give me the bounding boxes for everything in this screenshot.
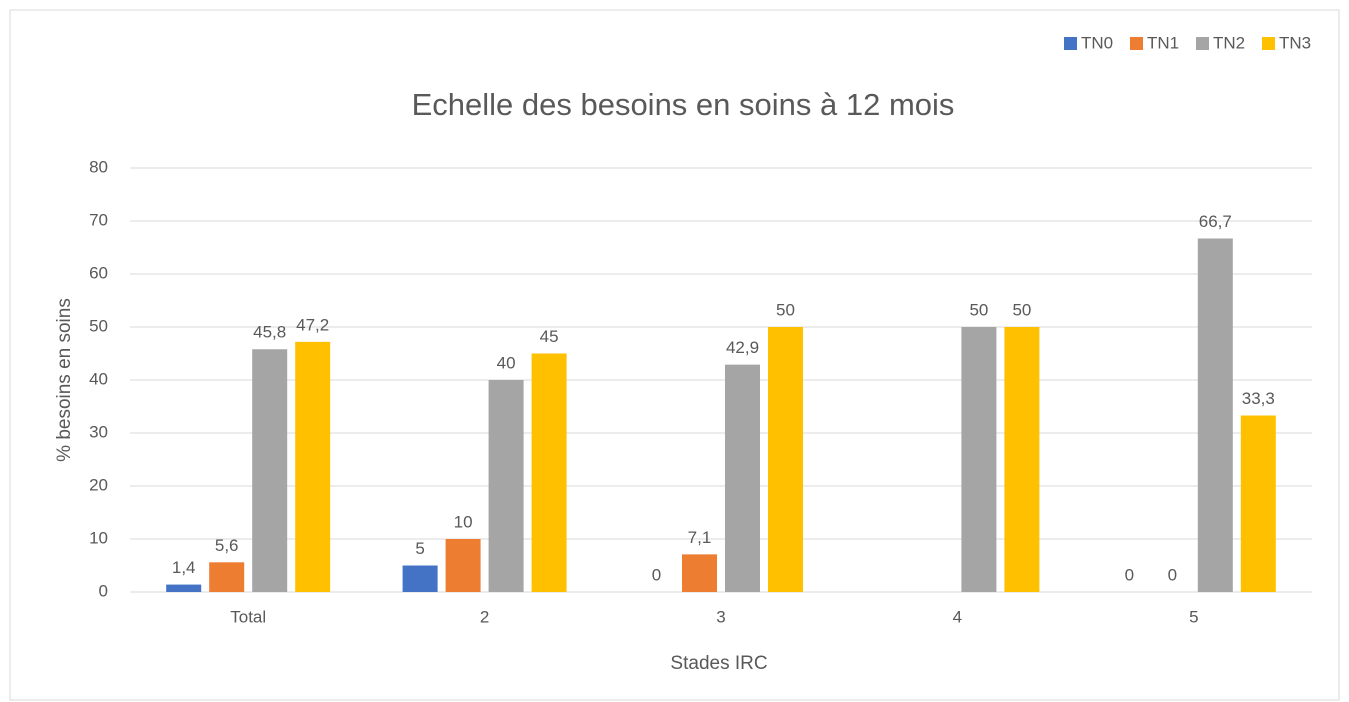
legend-label: TN1 — [1147, 33, 1179, 52]
data-label: 50 — [1012, 300, 1031, 319]
bar — [295, 341, 331, 592]
y-tick-label: 80 — [89, 157, 108, 176]
y-axis-label: % besoins en soins — [54, 298, 75, 462]
y-tick-label: 30 — [89, 422, 108, 441]
legend-swatch — [1262, 37, 1275, 50]
data-label: 47,2 — [296, 315, 329, 334]
legend-label: TN0 — [1081, 33, 1113, 52]
x-tick-label: Total — [230, 607, 266, 626]
bar — [252, 349, 288, 592]
data-label: 66,7 — [1199, 212, 1232, 231]
data-label: 40 — [497, 353, 516, 372]
bar — [682, 554, 717, 592]
data-label: 45 — [540, 327, 559, 346]
data-label: 0 — [1168, 565, 1177, 584]
bar — [166, 584, 202, 592]
data-label: 45,8 — [253, 323, 286, 342]
x-tick-label: 5 — [1189, 607, 1198, 626]
data-label: 1,4 — [172, 558, 196, 577]
x-tick-label: 4 — [953, 607, 962, 626]
data-label: 5 — [415, 539, 424, 558]
bar — [768, 327, 803, 592]
x-tick-label: 2 — [480, 607, 489, 626]
y-tick-label: 0 — [99, 581, 108, 600]
bar — [488, 380, 524, 592]
data-label: 0 — [1125, 565, 1134, 584]
y-tick-label: 50 — [89, 316, 108, 335]
data-label: 10 — [454, 512, 473, 531]
data-label: 50 — [969, 300, 988, 319]
bar — [961, 327, 997, 592]
y-tick-label: 70 — [89, 210, 108, 229]
legend-label: TN2 — [1213, 33, 1245, 52]
y-tick-label: 40 — [89, 369, 108, 388]
data-label: 42,9 — [726, 338, 759, 357]
legend-swatch — [1064, 37, 1077, 50]
bar — [1004, 327, 1040, 592]
bar — [531, 353, 567, 592]
y-tick-label: 20 — [89, 475, 108, 494]
chart-title: Echelle des besoins en soins à 12 mois — [412, 87, 955, 122]
data-label: 0 — [652, 565, 661, 584]
x-tick-label: 3 — [716, 607, 725, 626]
data-label: 33,3 — [1242, 389, 1275, 408]
legend-swatch — [1196, 37, 1209, 50]
bar — [209, 562, 245, 592]
legend-label: TN3 — [1279, 33, 1311, 52]
bar — [725, 364, 760, 592]
data-label: 7,1 — [688, 528, 712, 547]
bar — [1240, 415, 1276, 592]
data-label: 50 — [776, 300, 795, 319]
x-axis-label: Stades IRC — [670, 653, 767, 674]
legend-swatch — [1130, 37, 1143, 50]
bar — [445, 539, 481, 592]
y-tick-label: 10 — [89, 528, 108, 547]
bar — [402, 565, 438, 592]
data-label: 5,6 — [215, 536, 239, 555]
bar — [1197, 238, 1233, 593]
y-tick-label: 60 — [89, 263, 108, 282]
